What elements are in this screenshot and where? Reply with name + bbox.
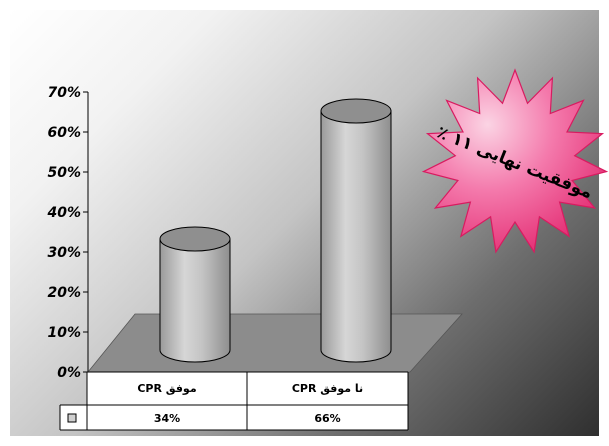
bars xyxy=(159,98,392,363)
category-label: موفق CPR xyxy=(137,382,196,395)
category-label: نا موفق CPR xyxy=(292,382,363,395)
bar-1 xyxy=(159,226,231,363)
y-axis: 0% 10% 20% 30% 40% 50% 60% 70% xyxy=(46,85,89,381)
chart-floor xyxy=(87,313,463,373)
legend-swatch xyxy=(67,413,77,423)
y-tick-label: 10% xyxy=(47,325,81,341)
y-tick-label: 0% xyxy=(57,365,81,381)
y-tick-label: 50% xyxy=(47,165,81,181)
y-tick-label: 40% xyxy=(46,205,81,221)
annotation-starburst: موفقیت نهایی ۱۱ ٪ xyxy=(421,68,609,254)
bar-top xyxy=(320,98,392,124)
bar-body xyxy=(320,110,392,363)
y-tick-label: 70% xyxy=(47,85,81,101)
y-tick-label: 30% xyxy=(47,245,81,261)
data-table: موفق CPR نا موفق CPR 34% 66% xyxy=(59,371,409,431)
value-label: 34% xyxy=(154,412,180,425)
starburst-shape xyxy=(421,68,609,254)
bar-body xyxy=(159,238,231,363)
y-tick-label: 20% xyxy=(47,285,81,301)
y-tick-label: 60% xyxy=(47,125,81,141)
value-label: 66% xyxy=(314,412,340,425)
bar-2 xyxy=(320,98,392,363)
floor-plane xyxy=(87,313,463,373)
bar-top xyxy=(159,226,231,252)
